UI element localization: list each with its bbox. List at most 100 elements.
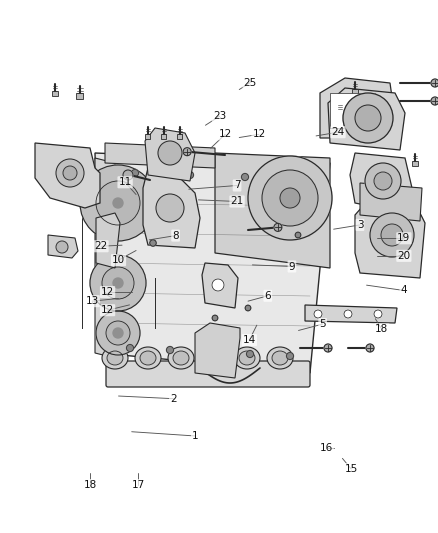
Circle shape [279, 188, 299, 208]
Text: 5: 5 [318, 319, 325, 329]
Text: 2: 2 [170, 394, 177, 403]
Circle shape [430, 97, 438, 105]
Circle shape [206, 349, 213, 356]
Circle shape [245, 305, 250, 311]
Circle shape [158, 141, 182, 165]
Text: 7: 7 [233, 181, 240, 190]
Polygon shape [105, 143, 215, 168]
Circle shape [166, 346, 173, 353]
Text: 23: 23 [212, 111, 226, 121]
Text: 9: 9 [288, 262, 295, 271]
Ellipse shape [102, 347, 128, 369]
Polygon shape [95, 153, 329, 373]
Circle shape [183, 148, 191, 156]
Circle shape [102, 267, 134, 299]
Ellipse shape [205, 351, 222, 365]
Circle shape [96, 181, 140, 225]
Circle shape [90, 255, 146, 311]
Polygon shape [48, 235, 78, 258]
Ellipse shape [107, 351, 123, 365]
Circle shape [80, 165, 155, 241]
Polygon shape [201, 263, 237, 308]
Ellipse shape [201, 347, 226, 369]
Bar [145, 133, 150, 139]
Text: 24: 24 [331, 127, 344, 137]
Circle shape [113, 278, 123, 288]
Circle shape [149, 240, 156, 246]
Circle shape [56, 241, 68, 253]
Polygon shape [96, 213, 120, 268]
Circle shape [247, 156, 331, 240]
Polygon shape [327, 88, 404, 150]
Bar [411, 160, 417, 166]
Ellipse shape [173, 351, 189, 365]
Circle shape [212, 279, 223, 291]
Circle shape [113, 328, 123, 338]
Circle shape [373, 172, 391, 190]
Text: 3: 3 [356, 220, 363, 230]
Text: 20: 20 [396, 251, 410, 261]
Polygon shape [354, 198, 424, 278]
Text: 19: 19 [396, 233, 410, 243]
Ellipse shape [266, 347, 292, 369]
Text: 18: 18 [374, 325, 388, 334]
Bar [337, 109, 342, 114]
Ellipse shape [233, 347, 259, 369]
Circle shape [113, 198, 123, 208]
Text: 12: 12 [218, 130, 231, 139]
Circle shape [212, 315, 217, 321]
Circle shape [126, 344, 133, 351]
Text: 11: 11 [118, 177, 131, 187]
Circle shape [261, 170, 317, 226]
Polygon shape [349, 153, 411, 213]
Text: 1: 1 [191, 431, 198, 441]
Circle shape [342, 93, 392, 143]
Circle shape [323, 344, 331, 352]
Circle shape [369, 213, 413, 257]
Bar [76, 93, 83, 99]
Polygon shape [359, 183, 421, 221]
Circle shape [246, 351, 253, 358]
Text: 25: 25 [243, 78, 256, 87]
Polygon shape [304, 305, 396, 323]
Text: 21: 21 [230, 197, 243, 206]
Text: 6: 6 [264, 291, 271, 301]
Circle shape [380, 224, 402, 246]
Circle shape [294, 232, 300, 238]
Bar [351, 88, 357, 94]
FancyBboxPatch shape [106, 361, 309, 387]
Text: 16: 16 [319, 443, 332, 453]
Circle shape [286, 352, 293, 359]
Polygon shape [194, 323, 240, 378]
Circle shape [430, 79, 438, 87]
Circle shape [106, 321, 130, 345]
Text: 15: 15 [344, 464, 357, 474]
Circle shape [364, 163, 400, 199]
Circle shape [63, 166, 77, 180]
Text: 12: 12 [101, 287, 114, 297]
Polygon shape [143, 168, 200, 248]
Polygon shape [35, 143, 100, 208]
Circle shape [373, 310, 381, 318]
Circle shape [155, 194, 184, 222]
Ellipse shape [238, 351, 254, 365]
Text: 22: 22 [94, 241, 107, 251]
Circle shape [241, 174, 248, 181]
Bar [161, 133, 166, 139]
Text: 12: 12 [101, 305, 114, 315]
Ellipse shape [135, 347, 161, 369]
Polygon shape [145, 128, 194, 181]
Circle shape [273, 223, 281, 231]
Text: 17: 17 [131, 480, 145, 490]
Bar [177, 133, 182, 139]
Polygon shape [215, 153, 329, 268]
Text: 4: 4 [399, 286, 406, 295]
Ellipse shape [168, 347, 194, 369]
Circle shape [123, 170, 133, 180]
Text: 8: 8 [172, 231, 179, 240]
Polygon shape [319, 78, 394, 138]
Polygon shape [95, 158, 115, 358]
Ellipse shape [272, 351, 287, 365]
Text: 13: 13 [85, 296, 99, 306]
Polygon shape [329, 93, 374, 128]
